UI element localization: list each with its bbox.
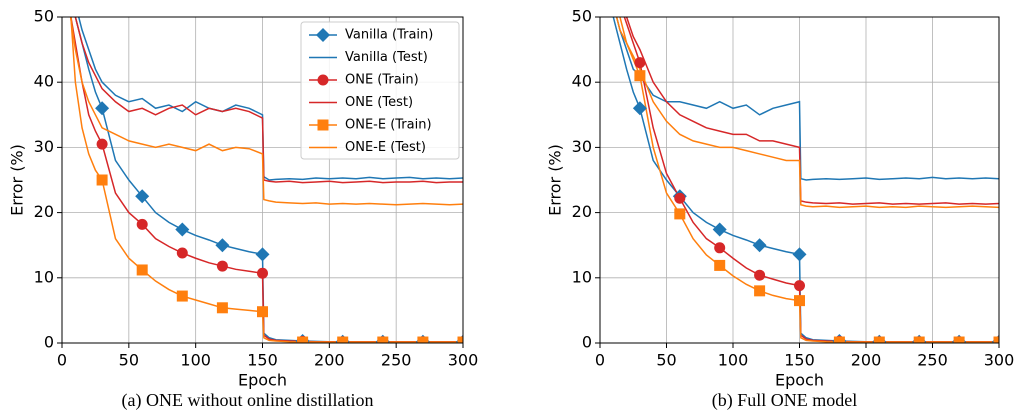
y-tick-label: 20 [572, 202, 592, 221]
y-tick-label: 50 [572, 7, 592, 26]
line [623, 17, 999, 343]
marker [377, 336, 389, 343]
marker [993, 336, 999, 343]
legend-label: ONE-E (Test) [345, 140, 426, 155]
line [625, 17, 999, 205]
marker [316, 28, 330, 42]
marker [215, 238, 230, 253]
x-tick-label: 150 [784, 351, 815, 370]
marker [714, 242, 726, 254]
y-tick-label: 50 [34, 7, 54, 26]
marker [417, 336, 429, 343]
x-axis-label: Epoch [238, 371, 287, 390]
marker [457, 336, 463, 343]
y-axis-label: Error (%) [546, 144, 565, 216]
y-axis-label: Error (%) [8, 144, 27, 216]
caption: (a) ONE without online distillation [122, 390, 374, 411]
marker [176, 290, 188, 302]
marker [794, 280, 805, 292]
marker [953, 336, 965, 343]
marker [216, 260, 228, 272]
y-tick-label: 0 [582, 333, 592, 352]
marker [833, 336, 845, 343]
axes-frame [599, 16, 1000, 344]
marker [752, 238, 767, 253]
legend-label: ONE (Train) [345, 73, 419, 88]
line [69, 17, 463, 206]
marker [257, 267, 268, 279]
x-tick-label: 300 [448, 351, 479, 370]
y-tick-label: 40 [572, 72, 592, 91]
marker [873, 336, 885, 343]
marker [136, 218, 148, 230]
x-tick-label: 100 [180, 351, 211, 370]
marker [634, 57, 646, 69]
marker [255, 247, 270, 262]
x-tick-label: 0 [595, 351, 605, 370]
plot-area [612, 17, 999, 343]
y-tick-label: 30 [572, 137, 592, 156]
x-tick-label: 50 [119, 351, 139, 370]
marker [96, 174, 108, 186]
marker [95, 101, 110, 116]
x-tick-label: 50 [656, 351, 676, 370]
plot-area [69, 17, 463, 343]
marker [792, 247, 807, 262]
legend-box [300, 21, 460, 160]
y-tick-label: 30 [34, 137, 54, 156]
marker [96, 138, 108, 150]
marker [135, 189, 150, 204]
marker [632, 101, 647, 116]
x-tick-label: 100 [718, 351, 749, 370]
marker [175, 222, 190, 237]
caption: (b) Full ONE model [712, 390, 858, 411]
line [615, 17, 999, 209]
x-tick-label: 200 [314, 351, 345, 370]
line [74, 17, 463, 184]
y-tick-label: 20 [34, 202, 54, 221]
legend-label: ONE (Test) [345, 95, 413, 110]
x-axis-label: Epoch [775, 371, 824, 390]
x-tick-label: 300 [984, 351, 1015, 370]
marker [176, 247, 188, 259]
marker [674, 192, 686, 204]
marker [337, 336, 349, 343]
legend-label: Vanilla (Train) [345, 28, 433, 43]
marker [317, 74, 329, 86]
legend-label: Vanilla (Test) [345, 50, 428, 65]
line [77, 17, 463, 181]
marker [297, 336, 309, 343]
y-tick-label: 40 [34, 72, 54, 91]
legend-label: ONE-E (Train) [345, 118, 432, 133]
x-tick-label: 150 [247, 351, 278, 370]
marker [754, 285, 766, 297]
marker [674, 208, 686, 220]
marker [794, 295, 805, 307]
marker [136, 264, 148, 276]
marker [216, 302, 228, 314]
y-tick-label: 0 [44, 333, 54, 352]
line [615, 17, 999, 181]
x-tick-label: 250 [381, 351, 412, 370]
marker [754, 269, 766, 281]
marker [317, 119, 329, 131]
y-tick-label: 10 [34, 267, 54, 286]
x-tick-label: 250 [917, 351, 948, 370]
marker [714, 259, 726, 271]
x-tick-label: 0 [57, 351, 67, 370]
marker [257, 306, 268, 318]
marker [634, 70, 646, 82]
y-tick-label: 10 [572, 267, 592, 286]
marker [712, 222, 727, 237]
marker [913, 336, 925, 343]
x-tick-label: 200 [851, 351, 882, 370]
axes-frame [61, 16, 464, 344]
